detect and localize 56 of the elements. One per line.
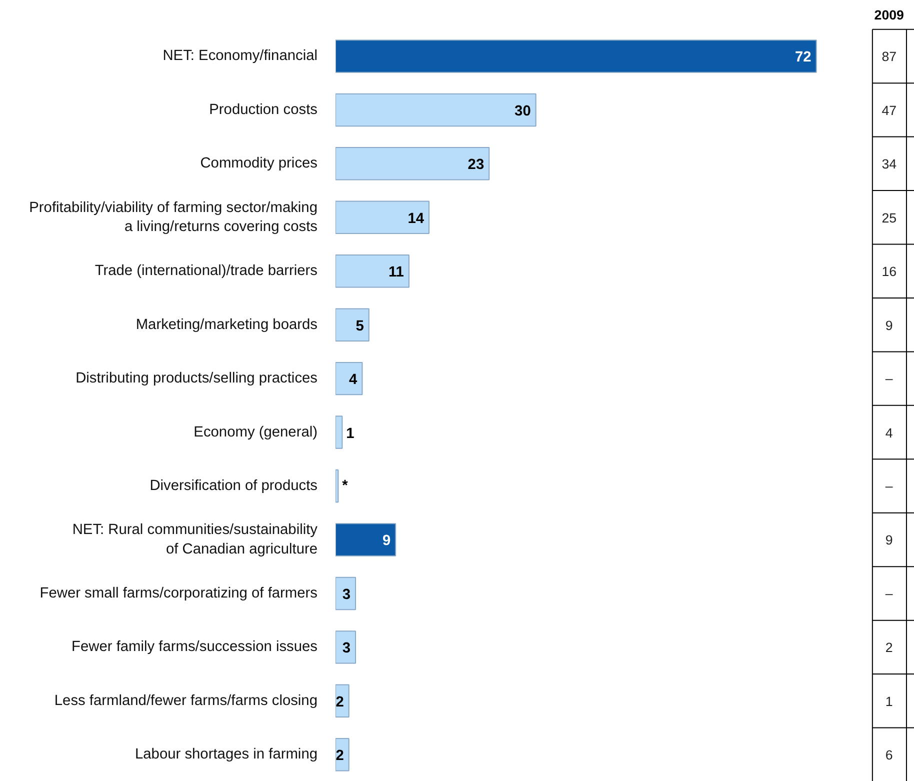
data-label: 3 [342, 640, 351, 657]
data-label: 30 [514, 103, 531, 120]
y-tick-label: Economy (general) [194, 424, 318, 440]
y-tick-label: Trade (international)/trade barriers [94, 263, 318, 280]
y-tick-label: Production costs [209, 102, 318, 118]
bar [336, 630, 356, 664]
bar [336, 308, 370, 342]
text: 9 [885, 532, 893, 548]
text: 34 [882, 156, 898, 172]
data-label: 5 [356, 318, 364, 334]
text: 16 [882, 264, 897, 280]
bar [336, 93, 536, 127]
data-label: 9 [382, 533, 391, 550]
data-label: * [342, 478, 348, 494]
text: – [885, 478, 894, 494]
bar [336, 738, 350, 772]
y-tick-label: Fewer family farms/succession issues [72, 639, 318, 656]
data-label: 72 [795, 50, 812, 66]
bar [336, 469, 339, 503]
data-label: 3 [342, 586, 351, 603]
y-tick-label: NET: Economy/financial [162, 48, 318, 64]
data-label: 14 [408, 210, 425, 227]
bar [336, 200, 430, 234]
y-tick-label: NET: Rural communities/sustainability of Canadian agriculture [72, 522, 318, 558]
text: 47 [882, 102, 897, 118]
bar [336, 147, 490, 180]
text: 1 [885, 694, 893, 709]
y-tick-label: Fewer small farms/corporatizing of farmers [40, 585, 318, 602]
bar [336, 254, 410, 288]
text: 25 [882, 210, 897, 226]
text: 9 [885, 318, 893, 333]
text: 4 [885, 425, 894, 440]
text: 87 [882, 49, 897, 64]
text: – [885, 371, 894, 386]
y-tick-label: Marketing/marketing boards [136, 316, 318, 333]
y-tick-label: Diversification of products [150, 478, 318, 494]
bar [336, 40, 817, 73]
data-label: 2 [336, 748, 344, 764]
bar [336, 362, 363, 396]
data-label: 4 [349, 372, 358, 388]
y-tick-label: Labour shortages in farming [135, 746, 318, 763]
y-tick-label: Commodity prices [200, 156, 318, 172]
y-tick-label: Less farmland/fewer farms/farms closing [54, 692, 318, 709]
data-label: 2 [336, 694, 344, 710]
y-tick-label: Profitability/viability of farming sector/making a living/returns covering costs [29, 200, 318, 235]
text: 2 [885, 640, 893, 656]
bar [336, 523, 396, 556]
bar [336, 416, 343, 449]
data-label: 11 [388, 264, 404, 281]
text: 2009 [874, 7, 904, 22]
text: – [885, 586, 894, 601]
bar [336, 576, 356, 610]
data-label: 23 [468, 157, 484, 174]
data-label: 1 [346, 426, 354, 442]
text: 6 [885, 748, 893, 763]
y-tick-label: Distributing products/selling practices [76, 370, 318, 387]
